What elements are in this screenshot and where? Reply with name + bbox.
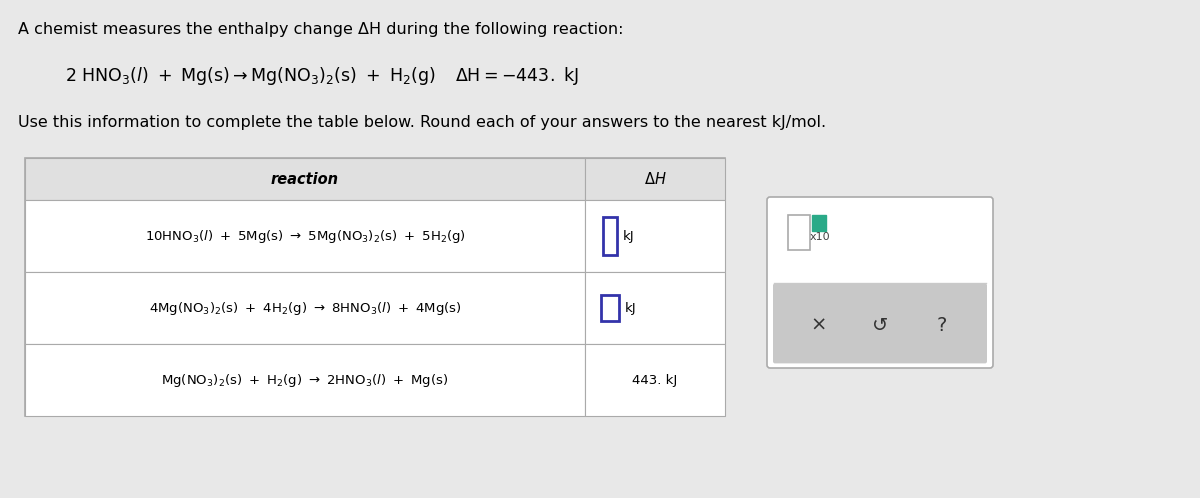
Text: $\mathregular{Mg(NO_3)_2(s)\ +\ H_2(g)\ \rightarrow\ 2HNO_3(}$$\mathit{l}$$\math: $\mathregular{Mg(NO_3)_2(s)\ +\ H_2(g)\ … xyxy=(161,372,449,388)
Bar xyxy=(586,272,725,344)
Text: reaction: reaction xyxy=(271,171,340,186)
Bar xyxy=(25,158,725,416)
Text: kJ: kJ xyxy=(625,301,637,315)
Text: x10: x10 xyxy=(810,232,830,242)
Bar xyxy=(25,200,586,272)
Text: A chemist measures the enthalpy change ΔH during the following reaction:: A chemist measures the enthalpy change Δ… xyxy=(18,22,624,37)
Bar xyxy=(25,344,586,416)
Text: ×: × xyxy=(810,316,827,335)
Bar xyxy=(586,344,725,416)
Text: $\mathregular{\Delta H{=}{-}443.\ kJ}$: $\mathregular{\Delta H{=}{-}443.\ kJ}$ xyxy=(455,65,580,87)
Text: $\mathregular{2\ HNO_3(}$$\mathit{l}$$\mathregular{)\ +\ Mg(s){\rightarrow}Mg(NO: $\mathregular{2\ HNO_3(}$$\mathit{l}$$\m… xyxy=(65,65,436,87)
Text: 443. kJ: 443. kJ xyxy=(632,374,678,386)
Text: ?: ? xyxy=(936,316,947,335)
FancyBboxPatch shape xyxy=(773,283,986,364)
Bar xyxy=(25,272,586,344)
Text: kJ: kJ xyxy=(623,230,635,243)
Bar xyxy=(25,158,586,200)
Text: ↺: ↺ xyxy=(872,316,888,335)
Bar xyxy=(586,158,725,200)
Bar xyxy=(586,200,725,272)
Bar xyxy=(788,215,810,250)
FancyBboxPatch shape xyxy=(767,197,994,368)
Bar xyxy=(812,215,826,231)
Text: $\mathregular{4Mg(NO_3)_2(s)\ +\ 4H_2(g)\ \rightarrow\ 8HNO_3(}$$\mathit{l}$$\ma: $\mathregular{4Mg(NO_3)_2(s)\ +\ 4H_2(g)… xyxy=(149,299,461,317)
Bar xyxy=(601,295,619,321)
Text: $\Delta H$: $\Delta H$ xyxy=(643,171,666,187)
Text: $\mathregular{10HNO_3(}$$\mathit{l}$$\mathregular{)\ +\ 5Mg(s)\ \rightarrow\ 5Mg: $\mathregular{10HNO_3(}$$\mathit{l}$$\ma… xyxy=(144,228,466,245)
Bar xyxy=(604,217,617,255)
Text: Use this information to complete the table below. Round each of your answers to : Use this information to complete the tab… xyxy=(18,115,826,130)
